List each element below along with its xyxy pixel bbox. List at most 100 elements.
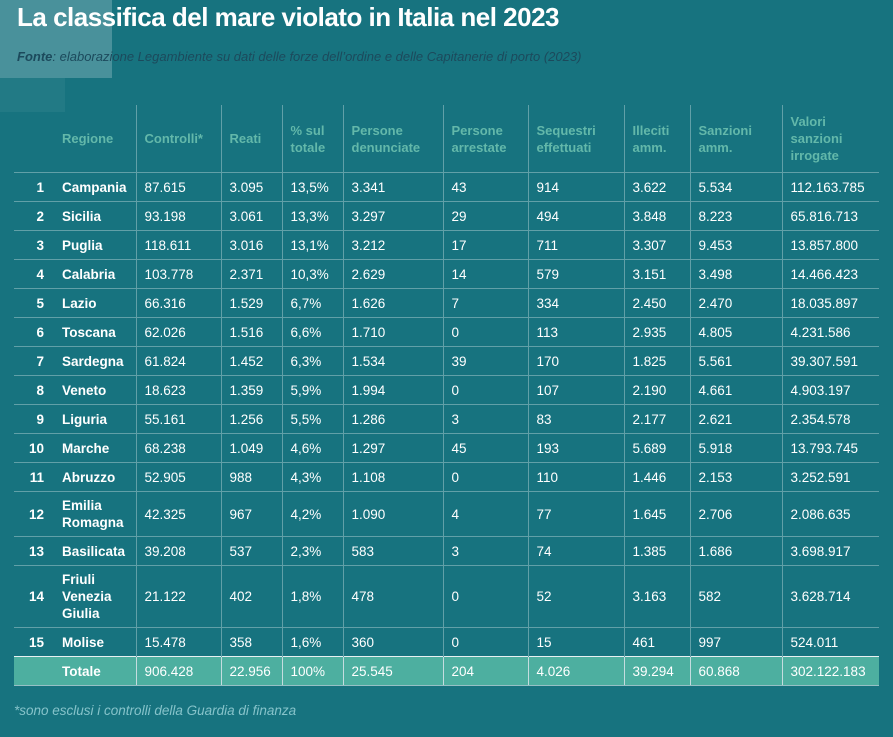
value-cell: 5.534	[689, 172, 782, 202]
source-text: : elaborazione Legambiente su dati delle…	[52, 49, 582, 64]
value-cell: 0	[442, 565, 528, 628]
column-header: Persone denunciate	[342, 105, 443, 173]
value-cell: 17	[442, 230, 528, 260]
value-cell: 2.935	[623, 317, 690, 347]
value-cell: 39	[442, 346, 528, 376]
value-cell: 5,5%	[281, 404, 343, 434]
value-cell: 579	[527, 259, 624, 289]
table-row: 13 Basilicata 39.208 537 2,3% 583 3 74 1.385 1.68…	[14, 536, 879, 566]
rank-cell: 4	[14, 259, 54, 289]
value-cell: 537	[220, 536, 282, 566]
value-cell: 524.011	[781, 627, 879, 657]
value-cell: 4.661	[689, 375, 782, 405]
value-cell: 1.385	[623, 536, 690, 566]
column-header: Sequestri effettuati	[527, 105, 624, 173]
region-cell: Marche	[54, 433, 136, 463]
value-cell: 14.466.423	[781, 259, 879, 289]
value-cell: 65.816.713	[781, 201, 879, 231]
value-cell: 1.090	[342, 491, 443, 537]
table-row: 11 Abruzzo 52.905 988 4,3% 1.108 0 110 1.446 2.15…	[14, 462, 879, 492]
footnote: *sono esclusi i controlli della Guardia …	[14, 703, 297, 718]
table-row: 12 Emilia Romagna 42.325 967 4,2% 1.090 4 77 1.6…	[14, 491, 879, 537]
value-cell: 1.256	[220, 404, 282, 434]
rank-cell: 13	[14, 536, 54, 566]
rank-cell: 10	[14, 433, 54, 463]
rank-cell: 2	[14, 201, 54, 231]
header-row: Regione Controlli* Reati% sul totale Person…	[14, 105, 879, 173]
table-body: 1 Campania 87.615 3.095 13,5% 3.341 43 914 3.622…	[14, 172, 879, 657]
value-cell: 997	[689, 627, 782, 657]
value-cell: 13,3%	[281, 201, 343, 231]
rank-cell: 3	[14, 230, 54, 260]
rank-cell: 6	[14, 317, 54, 347]
value-cell: 1.710	[342, 317, 443, 347]
value-cell: 13,5%	[281, 172, 343, 202]
table-row: 3 Puglia 118.611 3.016 13,1% 3.212 17 711 3.307 9…	[14, 230, 879, 260]
value-cell: 914	[527, 172, 624, 202]
value-cell: 1.529	[220, 288, 282, 318]
value-cell: 1.286	[342, 404, 443, 434]
value-cell: 15.478	[135, 627, 221, 657]
total-value-cell: 22.956	[220, 656, 282, 686]
value-cell: 402	[220, 565, 282, 628]
source-label: Fonte	[17, 49, 53, 64]
table-row: 9 Liguria 55.161 1.256 5,5% 1.286 3 83 2.177 2.62…	[14, 404, 879, 434]
value-cell: 118.611	[135, 230, 221, 260]
rank-cell: 15	[14, 627, 54, 657]
value-cell: 93.198	[135, 201, 221, 231]
value-cell: 4,6%	[281, 433, 343, 463]
value-cell: 193	[527, 433, 624, 463]
value-cell: 0	[442, 317, 528, 347]
value-cell: 967	[220, 491, 282, 537]
value-cell: 478	[342, 565, 443, 628]
value-cell: 1.516	[220, 317, 282, 347]
value-cell: 18.035.897	[781, 288, 879, 318]
value-cell: 6,6%	[281, 317, 343, 347]
value-cell: 3.095	[220, 172, 282, 202]
value-cell: 4.231.586	[781, 317, 879, 347]
value-cell: 2,3%	[281, 536, 343, 566]
value-cell: 103.778	[135, 259, 221, 289]
value-cell: 1.626	[342, 288, 443, 318]
table-row: 10 Marche 68.238 1.049 4,6% 1.297 45 193 5.689 5.…	[14, 433, 879, 463]
value-cell: 1.994	[342, 375, 443, 405]
total-value-cell: 4.026	[527, 656, 624, 686]
value-cell: 42.325	[135, 491, 221, 537]
value-cell: 2.153	[689, 462, 782, 492]
value-cell: 107	[527, 375, 624, 405]
value-cell: 1.452	[220, 346, 282, 376]
value-cell: 2.706	[689, 491, 782, 537]
value-cell: 39.307.591	[781, 346, 879, 376]
title-highlight-box	[0, 0, 112, 78]
value-cell: 170	[527, 346, 624, 376]
rank-cell: 14	[14, 565, 54, 628]
value-cell: 52	[527, 565, 624, 628]
total-value-cell: 302.122.183	[781, 656, 879, 686]
value-cell: 583	[342, 536, 443, 566]
value-cell: 1.686	[689, 536, 782, 566]
total-value-cell: 100%	[281, 656, 343, 686]
value-cell: 6,3%	[281, 346, 343, 376]
region-cell: Veneto	[54, 375, 136, 405]
value-cell: 988	[220, 462, 282, 492]
table-row: 8 Veneto 18.623 1.359 5,9% 1.994 0 107 2.190 4.66…	[14, 375, 879, 405]
value-cell: 2.470	[689, 288, 782, 318]
value-cell: 110	[527, 462, 624, 492]
data-table: Regione Controlli* Reati% sul totale Person…	[14, 105, 879, 686]
column-header: Illeciti amm.	[623, 105, 690, 173]
region-cell: Sicilia	[54, 201, 136, 231]
region-cell: Calabria	[54, 259, 136, 289]
total-value-cell: 906.428	[135, 656, 221, 686]
value-cell: 4	[442, 491, 528, 537]
value-cell: 4.903.197	[781, 375, 879, 405]
column-header-rank	[14, 105, 54, 173]
region-cell: Basilicata	[54, 536, 136, 566]
value-cell: 13.793.745	[781, 433, 879, 463]
value-cell: 4,3%	[281, 462, 343, 492]
value-cell: 45	[442, 433, 528, 463]
column-header: Valori sanzioni irrogate	[781, 105, 879, 173]
value-cell: 461	[623, 627, 690, 657]
value-cell: 711	[527, 230, 624, 260]
value-cell: 39.208	[135, 536, 221, 566]
value-cell: 1.534	[342, 346, 443, 376]
